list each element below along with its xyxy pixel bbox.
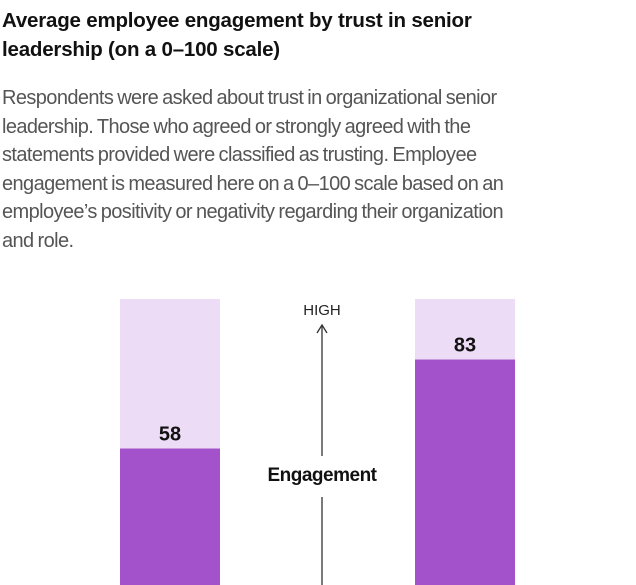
subtitle-line: leadership. Those who agreed or strongly… xyxy=(2,115,471,138)
subtitle-line: engagement is measured here on a 0–100 s… xyxy=(2,172,504,195)
arrow-up-icon xyxy=(316,323,328,334)
subtitle-line: statements provided were classified as t… xyxy=(2,144,477,166)
bar xyxy=(415,359,515,585)
axis-high-label: HIGH xyxy=(303,302,341,319)
subtitle-line: Respondents were asked about trust in or… xyxy=(2,87,497,109)
title-line: leadership (on a 0–100 scale) xyxy=(2,38,280,61)
bar xyxy=(120,448,220,585)
data-label: 58 xyxy=(159,424,181,446)
axis-label: Engagement xyxy=(267,465,377,486)
title-line: Average employee engagement by trust in … xyxy=(2,9,472,32)
chart-subtitle: Respondents were asked about trust in or… xyxy=(2,84,504,255)
chart-title: Average employee engagement by trust in … xyxy=(2,6,472,64)
subtitle-line: and role. xyxy=(2,229,74,252)
data-label: 83 xyxy=(454,335,476,357)
subtitle-line: employee’s positivity or negativity rega… xyxy=(2,201,504,223)
